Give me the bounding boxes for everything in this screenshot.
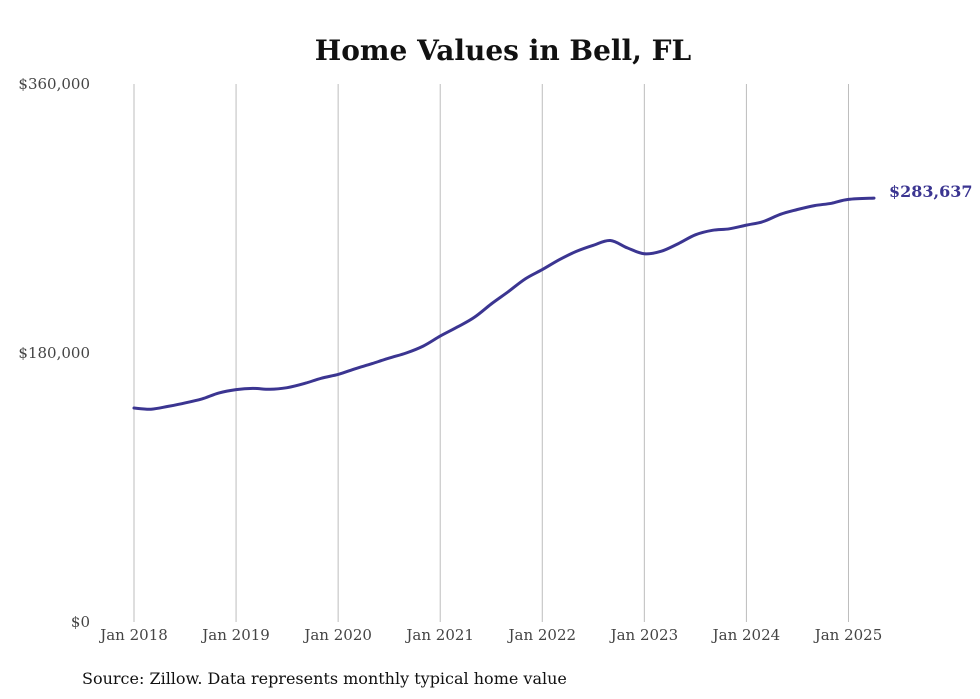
x-tick-label: Jan 2025 (813, 626, 883, 644)
x-tick-label: Jan 2024 (711, 626, 781, 644)
y-tick-label: $360,000 (18, 75, 90, 93)
x-tick-label: Jan 2023 (609, 626, 679, 644)
source-note: Source: Zillow. Data represents monthly … (82, 669, 567, 688)
y-tick-label: $180,000 (18, 344, 90, 362)
end-value-label: $283,637 (889, 182, 973, 201)
y-tick-label: $0 (71, 613, 90, 631)
x-tick-label: Jan 2021 (404, 626, 474, 644)
x-tick-label: Jan 2022 (506, 626, 576, 644)
x-tick-label: Jan 2019 (200, 626, 270, 644)
x-tick-label: Jan 2020 (302, 626, 372, 644)
series-layer: $283,637 (132, 182, 973, 411)
chart-title: Home Values in Bell, FL (315, 34, 692, 67)
y-axis-ticks: $0 $180,000 $360,000 (18, 75, 90, 631)
grid-lines (133, 84, 849, 622)
x-tick-label: Jan 2018 (98, 626, 168, 644)
home-value-line (132, 196, 876, 411)
x-axis-ticks: Jan 2018 Jan 2019 Jan 2020 Jan 2021 Jan 2022… (98, 626, 882, 644)
